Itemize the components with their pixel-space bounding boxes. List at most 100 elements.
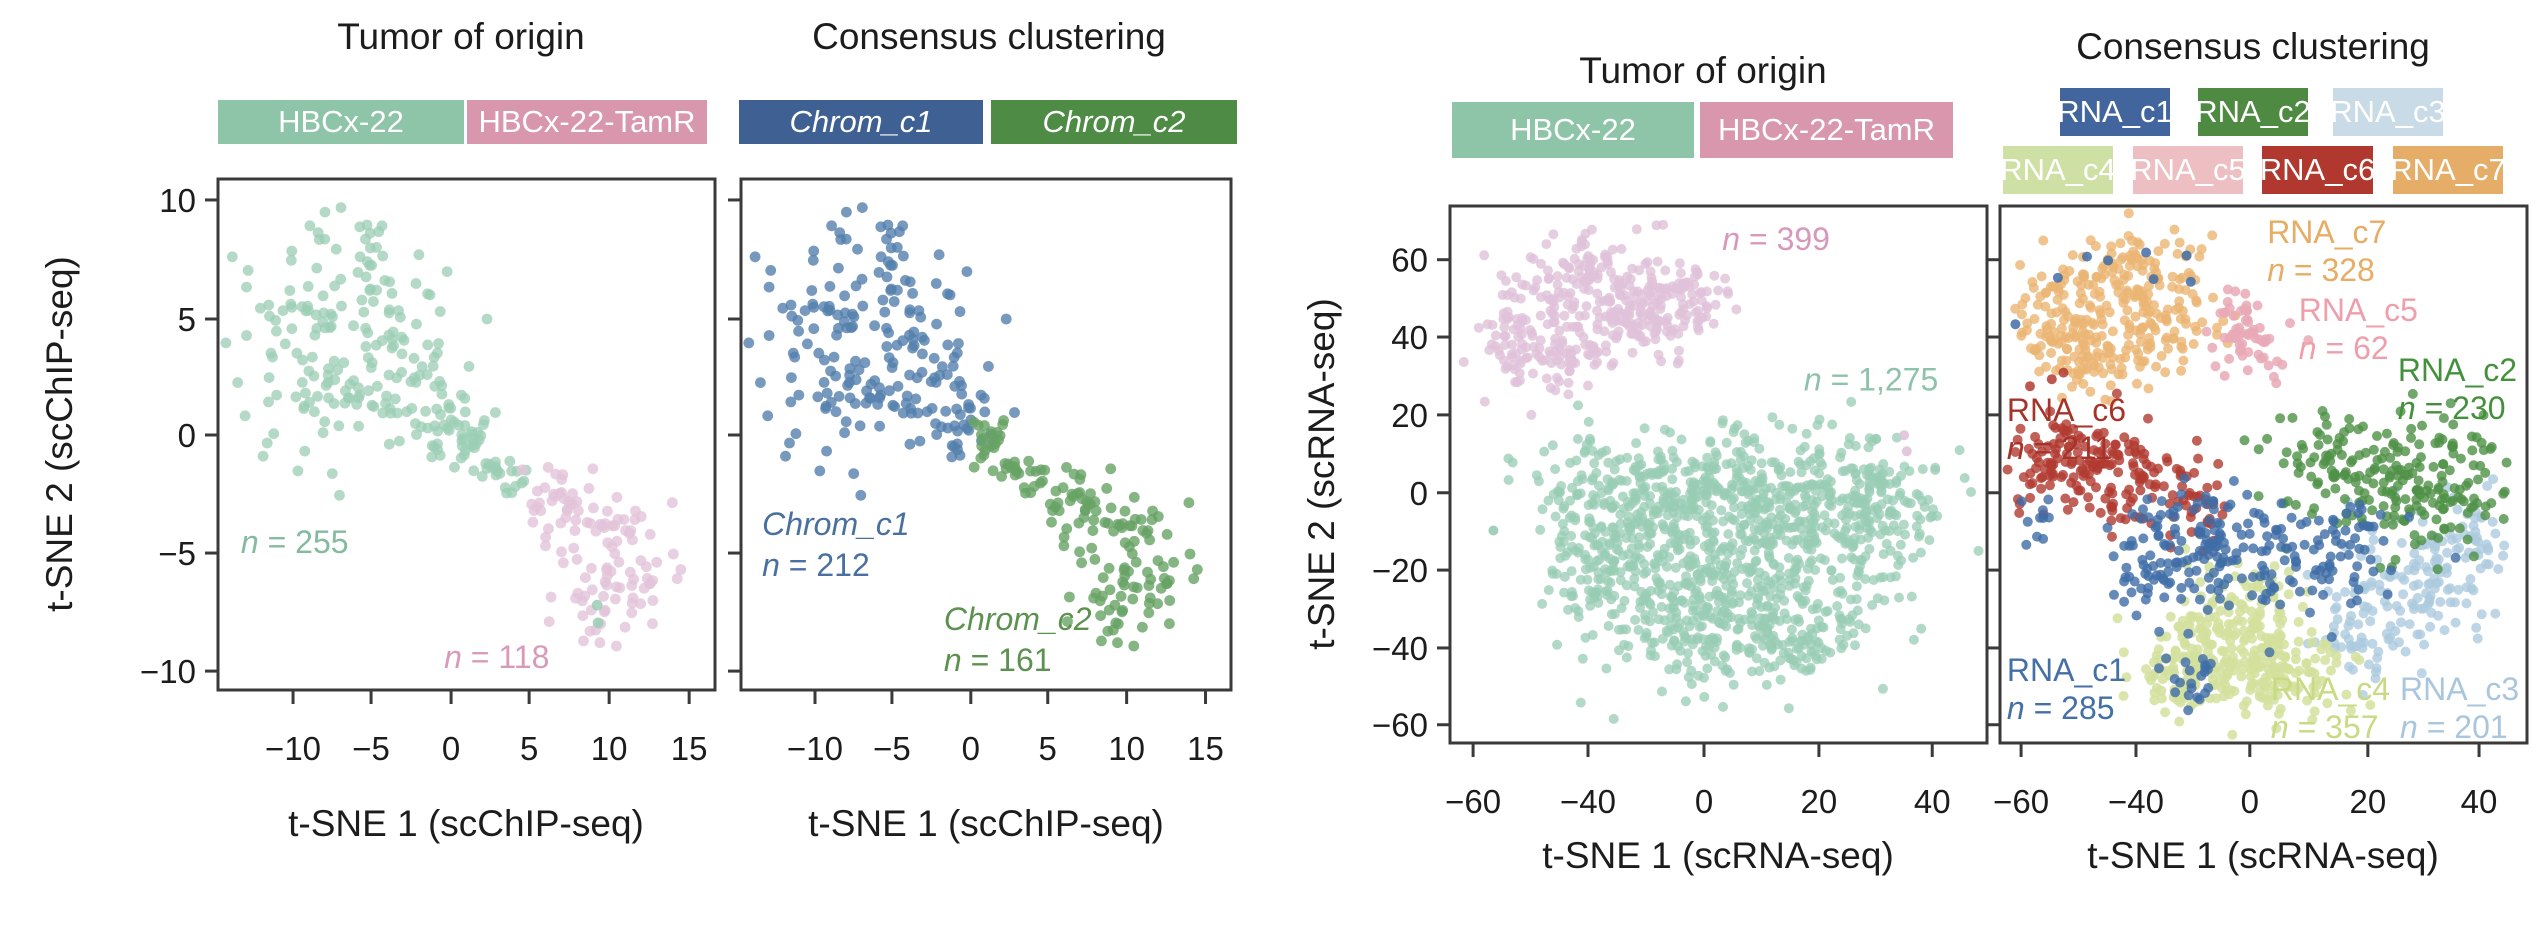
cluster-rna_teal xyxy=(1503,396,1984,724)
annotation-rna-cluster-1: RNA_c5 n = 62 xyxy=(2299,292,2418,366)
cluster-chip_blob2 xyxy=(1035,462,1203,652)
svg-text:0: 0 xyxy=(962,730,980,767)
svg-text:−40: −40 xyxy=(1560,783,1616,820)
legend-swatch-Chrom_c1: Chrom_c1 xyxy=(739,100,983,144)
svg-text:−60: −60 xyxy=(1445,783,1501,820)
cluster-chip_stray_teal xyxy=(591,599,604,629)
svg-text:0: 0 xyxy=(178,417,196,454)
cluster-c6_stray_top xyxy=(2025,367,2069,392)
x-axis-title-rna-cluster: t-SNE 1 (scRNA-seq) xyxy=(2087,835,2439,876)
svg-text:5: 5 xyxy=(520,730,538,767)
annotation-chip-cluster-0: Chrom_c1 n = 212 xyxy=(762,506,910,583)
cluster-chip_blob1 xyxy=(743,202,1020,501)
axis-ticks xyxy=(205,198,691,704)
scatter-panel-chip-cluster: −10 −5 0 5 10 15 Chrom_c1 n = 212 Chrom_c2 n = 16… xyxy=(728,177,1233,767)
svg-text:10: 10 xyxy=(1108,730,1145,767)
annotation-rna-cluster-3: RNA_c6 n = 211 xyxy=(2007,392,2126,466)
cluster-chip_blob1 xyxy=(220,202,501,501)
svg-text:40: 40 xyxy=(2461,783,2498,820)
svg-text:15: 15 xyxy=(671,730,708,767)
cluster-c4_main xyxy=(2112,543,2376,740)
svg-text:−5: −5 xyxy=(158,535,196,572)
cluster-c5_main xyxy=(2201,284,2314,389)
x-axis-title-rna-tumor: t-SNE 1 (scRNA-seq) xyxy=(1542,835,1894,876)
svg-text:20: 20 xyxy=(1391,397,1428,434)
svg-text:15: 15 xyxy=(1187,730,1224,767)
axis-tick-labels: −10 −5 0 5 10 15 10 5 0 −5 −10 xyxy=(140,182,707,767)
svg-text:5: 5 xyxy=(178,301,196,338)
legend-swatch-RNA_c3: RNA_c3 xyxy=(2333,88,2443,136)
legend-swatch-RNA_c5: RNA_c5 xyxy=(2133,146,2243,194)
annotation-rna-cluster-5: RNA_c4 n = 357 xyxy=(2271,671,2390,745)
legend-swatch-RNA_c7: RNA_c7 xyxy=(2393,146,2503,194)
cluster-chip_bridge xyxy=(448,415,532,499)
plot-border xyxy=(739,177,1233,692)
cluster-rna_teal_stray xyxy=(1488,525,1499,536)
annotation-rna-tumor-0: n = 399 xyxy=(1722,221,1830,257)
svg-text:20: 20 xyxy=(1801,783,1838,820)
cluster-chip_stray_teal xyxy=(1109,599,1122,629)
svg-text:−40: −40 xyxy=(2108,783,2164,820)
svg-text:−40: −40 xyxy=(1372,630,1428,667)
svg-text:10: 10 xyxy=(159,182,196,219)
annotation-rna-cluster-2: RNA_c2 n = 230 xyxy=(2398,352,2517,426)
legend-swatch-HBCx-22: HBCx-22 xyxy=(218,100,464,144)
legend-swatch-HBCx-22-TamR: HBCx-22-TamR xyxy=(1700,102,1953,158)
cluster-rna_pink_stray xyxy=(1899,430,1912,457)
svg-text:40: 40 xyxy=(1391,319,1428,356)
svg-text:0: 0 xyxy=(1410,475,1428,512)
legend-swatch-RNA_c2: RNA_c2 xyxy=(2198,88,2308,136)
annotation-chip-tumor-1: n = 118 xyxy=(444,639,549,675)
plot-border xyxy=(1448,204,1989,745)
annotation-rna-cluster-4: RNA_c1 n = 285 xyxy=(2007,652,2126,726)
scatter-panel-chip-tumor: −10 −5 0 5 10 15 10 5 0 −5 −10 n = 255 n = 118 xyxy=(140,177,717,767)
legend-swatch-Chrom_c2: Chrom_c2 xyxy=(991,100,1237,144)
svg-text:−10: −10 xyxy=(265,730,321,767)
legend-title-chip-cluster: Consensus clustering xyxy=(812,16,1166,57)
cluster-chip_blob2 xyxy=(516,462,687,652)
svg-text:−20: −20 xyxy=(1372,552,1428,589)
axis-tick-labels: −10 −5 0 5 10 15 xyxy=(787,730,1224,767)
legend-swatch-HBCx-22: HBCx-22 xyxy=(1452,102,1694,158)
legend-title-chip-tumor: Tumor of origin xyxy=(337,16,585,57)
cluster-chip_bridge xyxy=(968,415,1051,499)
cluster-rna_pink xyxy=(1458,219,1742,420)
svg-text:5: 5 xyxy=(1039,730,1057,767)
y-axis-title-chip: t-SNE 2 (scChIP-seq) xyxy=(39,256,80,612)
axis-ticks xyxy=(728,198,1208,704)
svg-text:60: 60 xyxy=(1391,242,1428,279)
svg-text:−5: −5 xyxy=(873,730,911,767)
legend-swatch-RNA_c4: RNA_c4 xyxy=(2003,146,2113,194)
svg-text:−60: −60 xyxy=(1993,783,2049,820)
svg-text:20: 20 xyxy=(2349,783,2386,820)
annotation-rna-tumor-1: n = 1,275 xyxy=(1804,362,1938,398)
plot-border xyxy=(1998,204,2529,745)
plot-border xyxy=(216,177,717,692)
svg-text:−10: −10 xyxy=(787,730,843,767)
legend-swatch-RNA_c1: RNA_c1 xyxy=(2060,88,2170,136)
x-axis-title-chip-tumor: t-SNE 1 (scChIP-seq) xyxy=(288,803,644,844)
x-axis-title-chip-cluster: t-SNE 1 (scChIP-seq) xyxy=(808,803,1164,844)
svg-text:0: 0 xyxy=(442,730,460,767)
cluster-c7_main xyxy=(2010,208,2241,407)
annotation-chip-cluster-1: Chrom_c2 n = 161 xyxy=(944,601,1092,678)
legend-swatch-HBCx-22-TamR: HBCx-22-TamR xyxy=(467,100,707,144)
svg-text:−5: −5 xyxy=(352,730,390,767)
svg-text:40: 40 xyxy=(1914,783,1951,820)
annotation-rna-cluster-0: RNA_c7 n = 328 xyxy=(2267,214,2386,288)
legend-swatch-RNA_c6: RNA_c6 xyxy=(2262,146,2373,194)
annotation-chip-tumor-0: n = 255 xyxy=(241,524,349,560)
legend-title-rna-tumor: Tumor of origin xyxy=(1579,50,1827,91)
legend-title-rna-cluster: Consensus clustering xyxy=(2076,26,2430,67)
cluster-c1_stray_top xyxy=(2010,247,2196,330)
svg-text:10: 10 xyxy=(591,730,628,767)
axis-tick-labels: −60 −40 0 20 40 60 40 20 0 −20 −40 −60 xyxy=(1372,242,1951,820)
annotation-rna-cluster-6: RNA_c3 n = 201 xyxy=(2400,671,2519,745)
axis-ticks xyxy=(1987,258,2481,757)
svg-text:−60: −60 xyxy=(1372,707,1428,744)
svg-text:0: 0 xyxy=(1695,783,1713,820)
scatter-panel-rna-tumor: −60 −40 0 20 40 60 40 20 0 −20 −40 −60 n = 399 n = 1,… xyxy=(1372,204,1989,820)
cluster-c1_main xyxy=(2016,473,2461,716)
